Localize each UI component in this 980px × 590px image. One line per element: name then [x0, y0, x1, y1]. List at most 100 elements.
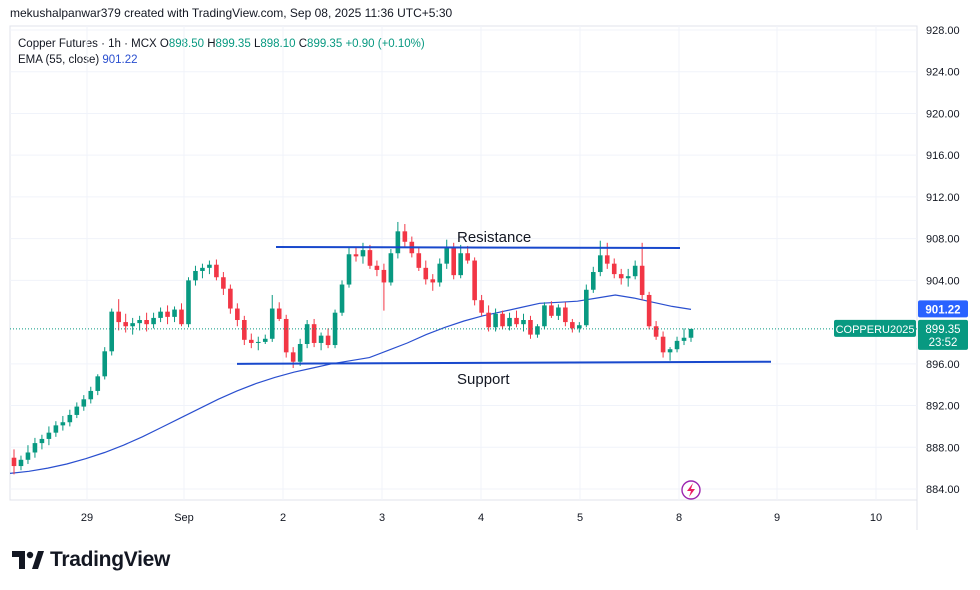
candle-body: [507, 317, 512, 327]
time-tick-label: 2: [280, 512, 286, 524]
candle-down: [639, 242, 645, 301]
support-label: Support: [457, 371, 510, 388]
candle-body: [632, 265, 638, 277]
candle-down: [416, 248, 422, 271]
candle-body: [102, 351, 108, 377]
ema-line: [9, 294, 692, 474]
candle-body: [521, 320, 526, 325]
candle-up: [556, 304, 561, 321]
candle-down: [123, 313, 128, 333]
ema-legend-row[interactable]: EMA (55, close) 901.22: [18, 52, 425, 68]
candle-body: [549, 305, 554, 316]
candle-body: [276, 308, 282, 319]
time-tick-label: 5: [577, 512, 583, 524]
candle-body: [109, 311, 115, 352]
candle-body: [563, 307, 568, 323]
candle-up: [590, 266, 596, 293]
candle-down: [653, 321, 659, 340]
candle-body: [88, 390, 94, 400]
price-tick-label: 904.00: [926, 275, 960, 287]
candle-body: [179, 309, 184, 325]
candle-up: [137, 315, 142, 331]
candle-body: [95, 376, 101, 391]
candle-down: [116, 299, 121, 331]
axes-layer: 928.00 924.00 920.00 916.00 912.00 908.00 904.…: [81, 25, 968, 524]
price-tick-label: 920.00: [926, 108, 960, 120]
candle-up: [458, 244, 463, 279]
resistance-label: Resistance: [457, 229, 531, 246]
candle-down: [353, 246, 359, 262]
candle-body: [269, 308, 275, 339]
ema-layer: [9, 294, 692, 474]
open-value: 898.50: [168, 38, 205, 50]
candle-up: [88, 386, 94, 404]
tradingview-logo[interactable]: TradingView: [12, 548, 170, 572]
candle-down: [179, 303, 184, 327]
candle-down: [144, 312, 149, 332]
candle-body: [25, 452, 31, 460]
chart-grid: [9, 25, 918, 530]
candle-down: [563, 302, 568, 327]
candle-body: [214, 264, 219, 278]
candle-body: [46, 432, 52, 439]
candle-body: [472, 260, 477, 301]
candle-up: [297, 338, 303, 366]
price-tick-label: 884.00: [926, 484, 960, 496]
annotations-layer: Resistance Support: [10, 229, 917, 500]
price-tick-label: 892.00: [926, 401, 960, 413]
candle-body: [172, 309, 177, 317]
price-chart[interactable]: Resistance Support 928.00 924.00 920.00 916.…: [0, 0, 980, 540]
candle-down: [283, 314, 289, 358]
candle-up: [542, 302, 547, 330]
candle-body: [311, 324, 317, 343]
candle-up: [25, 445, 31, 464]
candle-body: [465, 253, 470, 261]
candle-up: [625, 268, 631, 287]
candle-up: [332, 309, 338, 349]
candle-body: [353, 254, 359, 257]
candle-body: [681, 337, 687, 341]
candle-down: [221, 272, 226, 295]
candle-down: [604, 242, 610, 269]
candle-up: [395, 221, 401, 259]
ema-value: 901.22: [102, 54, 138, 66]
candle-body: [556, 307, 561, 316]
candle-down: [290, 347, 296, 368]
candle-body: [304, 324, 310, 344]
resistance-line: [275, 245, 681, 250]
candle-down: [451, 242, 457, 280]
candle-down: [165, 305, 170, 325]
candle-up: [493, 308, 498, 332]
candle-up: [597, 240, 603, 277]
candle-body: [514, 317, 519, 325]
candle-up: [67, 409, 73, 427]
candle-up: [584, 284, 589, 328]
candle-body: [374, 265, 380, 270]
candle-body: [618, 274, 624, 279]
candle-up: [255, 336, 261, 351]
candle-up: [130, 317, 135, 335]
candle-body: [416, 253, 422, 268]
candle-down: [611, 258, 617, 279]
candle-body: [130, 323, 135, 327]
candle-body: [639, 265, 645, 295]
candle-down: [528, 315, 533, 339]
candle-body: [207, 264, 212, 268]
candle-up: [18, 455, 24, 471]
candle-body: [500, 313, 505, 327]
candle-body: [18, 459, 24, 467]
tradingview-logo-icon: [12, 551, 44, 569]
candle-body: [123, 322, 128, 327]
candle-down: [472, 257, 477, 306]
candle-up: [172, 306, 177, 323]
open-label: O: [159, 38, 169, 50]
candle-body: [674, 340, 680, 350]
price-tick-label: 908.00: [926, 234, 960, 246]
candle-body: [430, 279, 436, 283]
candle-body: [11, 457, 17, 467]
candle-up: [360, 242, 366, 264]
candle-body: [528, 320, 533, 335]
candle-body: [283, 318, 289, 353]
candle-body: [570, 322, 575, 329]
candle-body: [32, 443, 38, 453]
